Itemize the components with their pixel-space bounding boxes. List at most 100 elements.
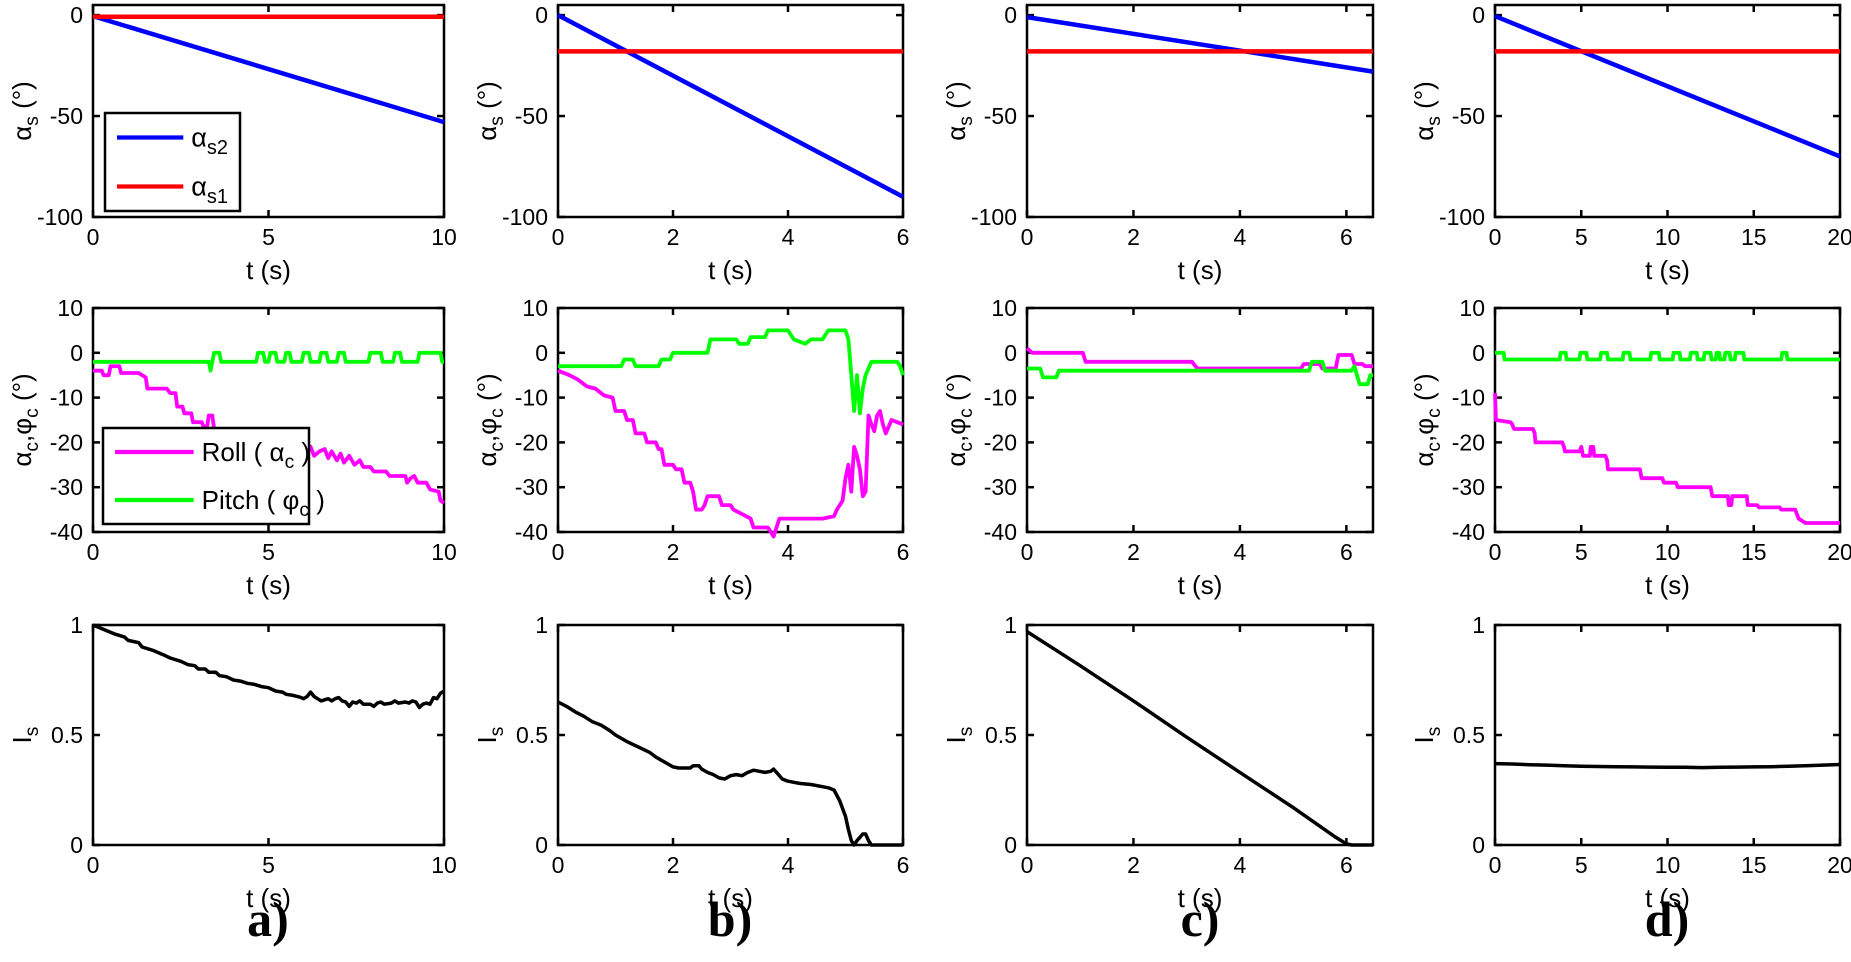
column-label-c: c): [1180, 891, 1220, 947]
svg-text:t (s): t (s): [708, 570, 753, 600]
svg-text:0.5: 0.5: [1453, 722, 1485, 748]
svg-text:2: 2: [667, 852, 680, 878]
svg-text:0: 0: [552, 852, 565, 878]
series-line-pitch: [558, 328, 905, 416]
svg-text:-40: -40: [50, 519, 83, 545]
svg-text:1: 1: [1472, 612, 1485, 638]
subplot-steering-angle-b: 0 2 4 6 0 -50 -100 t (s) αs (°): [472, 2, 909, 285]
svg-text:0: 0: [1472, 340, 1485, 366]
subplot-steering-angle-c: 0 2 4 6 0 -50 -100 t (s) αs (°): [941, 2, 1375, 285]
svg-text:-50: -50: [984, 103, 1017, 129]
svg-text:0: 0: [1472, 2, 1485, 28]
subplot-roll-pitch-d: 0 5 10 15 20 10 0 -10 -20 -30 -40 t (s) αc,φc (°): [1409, 295, 1851, 600]
svg-text:20: 20: [1827, 539, 1851, 565]
svg-text:6: 6: [897, 539, 910, 565]
svg-text:5: 5: [1575, 539, 1588, 565]
svg-text:t (s): t (s): [1178, 883, 1223, 913]
subplot-intensity-b: 0 2 4 6 1 0.5 0 t (s) Is: [472, 612, 909, 913]
axes-middle-a: 0 5 10 10 0 -10 -20 -30 -40 t (s) αc,φc (°): [7, 295, 457, 600]
svg-text:0: 0: [1021, 852, 1034, 878]
svg-text:-30: -30: [515, 474, 548, 500]
svg-text:0.5: 0.5: [51, 722, 83, 748]
svg-text:αc,φc (°): αc,φc (°): [7, 373, 43, 466]
svg-text:0: 0: [70, 832, 83, 858]
svg-text:-20: -20: [50, 429, 83, 455]
series-bottom-d: [1494, 761, 1841, 770]
svg-text:15: 15: [1741, 852, 1767, 878]
svg-text:αs2: αs2: [191, 123, 228, 159]
svg-text:t (s): t (s): [1645, 570, 1690, 600]
svg-text:2: 2: [667, 224, 680, 250]
svg-text:1: 1: [535, 612, 548, 638]
svg-text:10: 10: [991, 295, 1017, 321]
series-top-d: [1494, 14, 1841, 159]
svg-text:0: 0: [1004, 832, 1017, 858]
svg-text:Pitch ( φc ): Pitch ( φc ): [202, 485, 325, 521]
svg-text:t (s): t (s): [246, 570, 291, 600]
svg-text:0: 0: [1004, 2, 1017, 28]
series-line-Is: [1494, 761, 1841, 770]
svg-text:-50: -50: [1452, 103, 1485, 129]
series-top-b: [556, 13, 905, 199]
axes-bottom-b: 0 2 4 6 1 0.5 0 t (s) Is: [472, 612, 909, 913]
svg-text:0.5: 0.5: [985, 722, 1017, 748]
series-line-roll: [1493, 393, 1840, 525]
series-line-Is: [1026, 630, 1373, 847]
series-bottom-a: [92, 623, 445, 710]
svg-text:t (s): t (s): [708, 883, 753, 913]
svg-text:Is: Is: [941, 727, 977, 744]
subplot-roll-pitch-b: 0 2 4 6 10 0 -10 -20 -30 -40 t (s) αc,φc (°): [472, 295, 909, 600]
svg-text:-40: -40: [515, 519, 548, 545]
svg-text:-100: -100: [1439, 204, 1485, 230]
svg-text:-10: -10: [50, 385, 83, 411]
svg-text:-20: -20: [1452, 429, 1485, 455]
svg-text:10: 10: [431, 224, 457, 250]
svg-text:t (s): t (s): [1178, 570, 1223, 600]
subplot-intensity-c: 0 2 4 6 1 0.5 0 t (s) Is: [941, 612, 1375, 913]
axes-bottom-c: 0 2 4 6 1 0.5 0 t (s) Is: [941, 612, 1375, 913]
svg-text:-100: -100: [971, 204, 1017, 230]
svg-text:-10: -10: [984, 385, 1017, 411]
svg-text:5: 5: [1575, 852, 1588, 878]
series-line-alpha_s2: [92, 13, 445, 125]
svg-text:Is: Is: [1409, 727, 1445, 744]
svg-text:4: 4: [1234, 852, 1247, 878]
svg-text:20: 20: [1827, 852, 1851, 878]
svg-text:15: 15: [1741, 224, 1767, 250]
axes-middle-b: 0 2 4 6 10 0 -10 -20 -30 -40 t (s) αc,φc (°): [472, 295, 909, 600]
series-line-alpha_s2: [556, 13, 905, 199]
svg-text:10: 10: [1655, 852, 1681, 878]
svg-text:αs1: αs1: [191, 172, 228, 208]
svg-text:0: 0: [1472, 832, 1485, 858]
svg-text:10: 10: [1655, 539, 1681, 565]
svg-text:5: 5: [262, 852, 275, 878]
series-middle-d: [1493, 350, 1840, 525]
svg-text:0: 0: [552, 224, 565, 250]
series-line-Is: [92, 623, 445, 710]
svg-text:0: 0: [87, 224, 100, 250]
svg-text:0: 0: [1489, 224, 1502, 250]
svg-text:-30: -30: [984, 474, 1017, 500]
axes-top-d: 0 5 10 15 20 0 -50 -100 t (s) αs (°): [1409, 2, 1851, 285]
svg-text:20: 20: [1827, 224, 1851, 250]
svg-text:-20: -20: [984, 429, 1017, 455]
series-line-alpha_s2: [1026, 14, 1374, 74]
svg-text:0: 0: [1489, 539, 1502, 565]
svg-text:10: 10: [431, 852, 457, 878]
series-line-alpha_s2: [1494, 14, 1841, 159]
subplot-intensity-a: 0 5 10 1 0.5 0 t (s) Is: [7, 612, 457, 913]
svg-text:10: 10: [57, 295, 83, 321]
svg-text:αs (°): αs (°): [1409, 81, 1445, 141]
svg-text:4: 4: [1234, 224, 1247, 250]
svg-text:-100: -100: [37, 204, 83, 230]
svg-text:5: 5: [1575, 224, 1588, 250]
svg-text:t (s): t (s): [1645, 883, 1690, 913]
svg-text:0: 0: [552, 539, 565, 565]
series-middle-c: [1025, 346, 1373, 387]
svg-text:Is: Is: [7, 727, 43, 744]
svg-text:-100: -100: [502, 204, 548, 230]
svg-text:αc,φc (°): αc,φc (°): [472, 373, 508, 466]
svg-text:0: 0: [535, 340, 548, 366]
